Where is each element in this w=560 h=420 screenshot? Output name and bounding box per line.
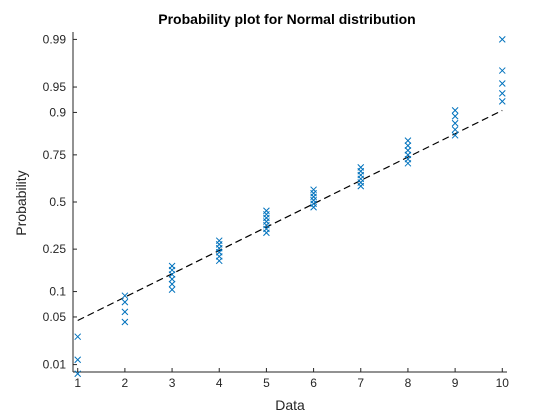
data-point-stroke <box>451 126 459 133</box>
data-point-stroke <box>498 36 506 43</box>
data-point <box>404 142 412 149</box>
x-tick-label: 6 <box>310 376 317 390</box>
data-point <box>498 98 506 105</box>
data-point <box>74 370 82 378</box>
data-point-stroke <box>498 98 506 105</box>
y-tick-label: 0.5 <box>49 195 66 209</box>
data-point <box>357 163 365 171</box>
x-tick-label: 9 <box>452 376 459 390</box>
y-tick-label: 0.1 <box>49 285 66 299</box>
data-point <box>215 237 223 245</box>
data-point-stroke <box>215 237 223 245</box>
data-point <box>168 286 176 293</box>
data-point-stroke <box>74 370 82 378</box>
y-tick-label: 0.75 <box>43 148 67 162</box>
data-point-stroke <box>168 262 176 270</box>
data-point-stroke <box>263 207 270 215</box>
y-tick-label: 0.05 <box>43 310 67 324</box>
data-point <box>74 356 82 364</box>
data-point-stroke <box>310 186 317 194</box>
data-point <box>121 298 129 306</box>
data-point-stroke <box>404 142 412 149</box>
x-tick-label: 3 <box>169 376 176 390</box>
y-tick-label: 0.9 <box>49 105 66 119</box>
data-point <box>168 262 176 270</box>
data-point-stroke <box>74 356 82 364</box>
y-axis-label: Probability <box>13 170 29 235</box>
data-point <box>498 36 506 43</box>
data-point <box>121 292 129 300</box>
data-points <box>74 36 506 378</box>
data-point <box>451 126 459 133</box>
x-tick-label: 1 <box>74 376 81 390</box>
chart-title: Probability plot for Normal distribution <box>158 11 415 27</box>
data-point-stroke <box>357 163 365 171</box>
data-point-stroke <box>168 286 176 293</box>
x-tick-label: 10 <box>496 376 510 390</box>
plot-axes: 1 2 3 4 5 6 7 8 9 10 0.01 0.05 0.1 0.25 0.5 0.75 0.9 0.95… <box>43 32 510 390</box>
data-point-stroke <box>404 147 412 154</box>
data-point <box>168 280 176 288</box>
y-tick-label: 0.99 <box>43 32 67 46</box>
data-point-stroke <box>451 112 459 120</box>
data-point-stroke <box>451 119 459 127</box>
x-tick-label: 8 <box>405 376 412 390</box>
data-point-stroke <box>498 67 506 74</box>
x-axis-label: Data <box>275 397 305 413</box>
reference-line-group <box>77 109 503 322</box>
x-tick-label: 7 <box>357 376 364 390</box>
data-point <box>498 80 506 87</box>
data-point-stroke <box>121 308 129 316</box>
data-point-stroke <box>121 318 129 326</box>
reference-line <box>77 109 503 322</box>
data-point <box>121 318 129 326</box>
y-tick-label: 0.25 <box>43 242 67 256</box>
data-point <box>74 333 82 341</box>
data-point <box>404 137 412 144</box>
data-point <box>121 308 129 316</box>
data-point <box>498 89 506 97</box>
y-tick-label: 0.01 <box>43 358 67 372</box>
data-point <box>404 147 412 154</box>
data-point-stroke <box>451 131 459 139</box>
data-point <box>263 207 270 215</box>
data-point-stroke <box>498 89 506 97</box>
data-point <box>451 119 459 127</box>
y-tick-label: 0.95 <box>43 80 67 94</box>
x-tick-label: 2 <box>122 376 129 390</box>
data-point-stroke <box>498 80 506 87</box>
data-point <box>310 186 317 194</box>
data-point-stroke <box>404 137 412 144</box>
data-point <box>451 107 459 114</box>
data-point-stroke <box>121 292 129 300</box>
data-point-stroke <box>74 333 82 341</box>
data-point <box>498 67 506 74</box>
data-point <box>451 112 459 120</box>
data-point-stroke <box>121 298 129 306</box>
x-tick-label: 5 <box>263 376 270 390</box>
data-point-stroke <box>168 280 176 288</box>
data-point <box>451 131 459 139</box>
data-point-stroke <box>451 107 459 114</box>
x-tick-label: 4 <box>216 376 223 390</box>
